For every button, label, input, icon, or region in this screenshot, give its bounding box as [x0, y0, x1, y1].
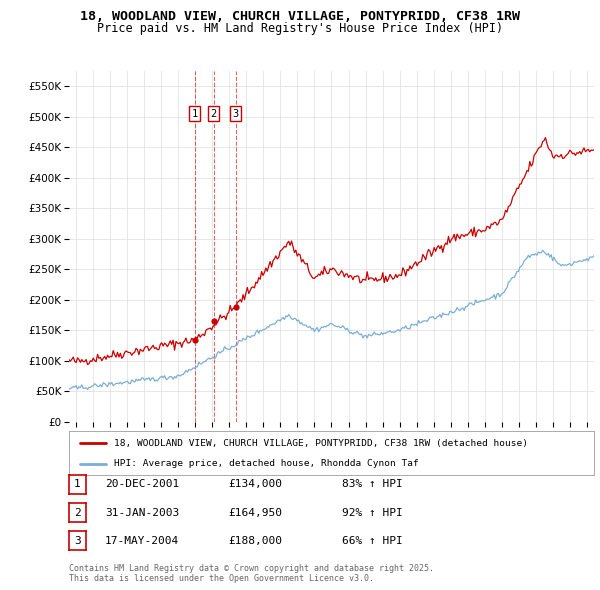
Text: 20-DEC-2001: 20-DEC-2001: [105, 480, 179, 490]
Point: [190, 335, 199, 345]
Text: Price paid vs. HM Land Registry's House Price Index (HPI): Price paid vs. HM Land Registry's House …: [97, 22, 503, 35]
Text: 2: 2: [74, 507, 81, 517]
Text: 1: 1: [191, 109, 198, 119]
Text: 18, WOODLAND VIEW, CHURCH VILLAGE, PONTYPRIDD, CF38 1RW: 18, WOODLAND VIEW, CHURCH VILLAGE, PONTY…: [80, 10, 520, 23]
Text: 17-MAY-2004: 17-MAY-2004: [105, 536, 179, 546]
Text: 31-JAN-2003: 31-JAN-2003: [105, 508, 179, 518]
Text: 2: 2: [211, 109, 217, 119]
Text: 3: 3: [233, 109, 239, 119]
Text: 18, WOODLAND VIEW, CHURCH VILLAGE, PONTYPRIDD, CF38 1RW (detached house): 18, WOODLAND VIEW, CHURCH VILLAGE, PONTY…: [113, 438, 527, 448]
Text: 66% ↑ HPI: 66% ↑ HPI: [342, 536, 403, 546]
Text: 92% ↑ HPI: 92% ↑ HPI: [342, 508, 403, 518]
Text: £188,000: £188,000: [228, 536, 282, 546]
Text: £164,950: £164,950: [228, 508, 282, 518]
Text: 83% ↑ HPI: 83% ↑ HPI: [342, 480, 403, 490]
Text: 1: 1: [74, 479, 81, 489]
Text: HPI: Average price, detached house, Rhondda Cynon Taf: HPI: Average price, detached house, Rhon…: [113, 460, 418, 468]
Text: 3: 3: [74, 536, 81, 546]
Text: Contains HM Land Registry data © Crown copyright and database right 2025.
This d: Contains HM Land Registry data © Crown c…: [69, 563, 434, 583]
Point: [209, 316, 218, 326]
Point: [231, 302, 241, 312]
Text: £134,000: £134,000: [228, 480, 282, 490]
